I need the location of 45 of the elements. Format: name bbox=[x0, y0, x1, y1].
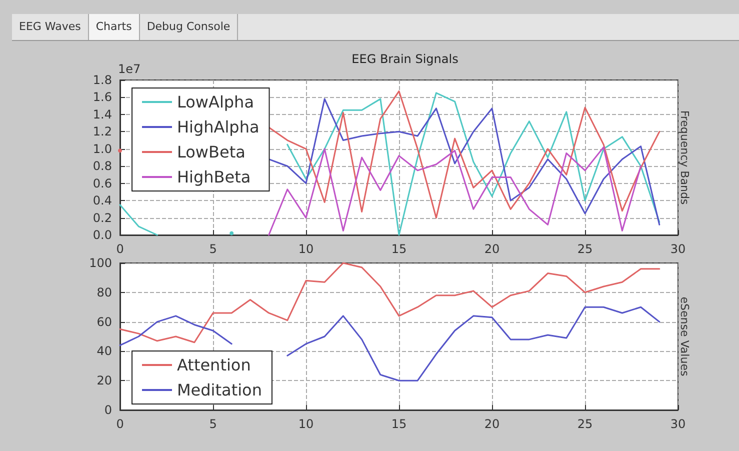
x-tick-label: 0 bbox=[116, 417, 124, 431]
y-tick-label: 60 bbox=[96, 314, 112, 329]
x-tick-label: 5 bbox=[209, 417, 217, 431]
y-tick-label: 0.2 bbox=[92, 210, 112, 225]
text: EEG Waves bbox=[12, 14, 89, 40]
x-tick-label: 30 bbox=[670, 242, 686, 256]
y-tick-label: 0 bbox=[104, 403, 112, 417]
y-tick-label: 20 bbox=[96, 374, 112, 388]
x-tick-label: 20 bbox=[484, 242, 500, 256]
y-axis-title: eSense Values bbox=[678, 296, 691, 376]
line-series bbox=[119, 262, 660, 344]
y-tick-label: 0.8 bbox=[92, 159, 112, 174]
x-tick-label: 15 bbox=[391, 417, 407, 431]
x-tick-label: 10 bbox=[298, 417, 314, 431]
legend-label: HighAlpha bbox=[177, 118, 260, 136]
legend-label: LowAlpha bbox=[177, 92, 254, 112]
x-tick-label: 25 bbox=[577, 417, 593, 431]
x-tick-label: 25 bbox=[577, 242, 593, 256]
text: 1e7 bbox=[118, 62, 141, 76]
legend-label: HighBeta bbox=[177, 168, 251, 186]
y-tick-label: 40 bbox=[96, 344, 112, 358]
y-tick-label: 80 bbox=[96, 285, 112, 300]
y-tick-label: 1.2 bbox=[92, 124, 112, 139]
y-tick-label: 1.8 bbox=[92, 73, 112, 87]
y-tick-label: 0.4 bbox=[92, 194, 112, 208]
x-tick-label: 5 bbox=[209, 242, 217, 256]
line-series bbox=[268, 146, 642, 236]
x-tick-label: 20 bbox=[484, 417, 500, 431]
y-tick-label: 0.6 bbox=[92, 176, 112, 190]
legend-label: Attention bbox=[177, 356, 251, 374]
legend-label: Meditation bbox=[177, 380, 262, 400]
legend-label: LowBeta bbox=[177, 142, 246, 162]
y-tick-label: 1.4 bbox=[92, 107, 112, 122]
y-tick-label: 100 bbox=[89, 256, 112, 270]
y-axis-title: Frequency Bands bbox=[678, 110, 691, 205]
x-tick-label: 0 bbox=[116, 242, 124, 256]
y-tick-label: 0.0 bbox=[92, 228, 112, 242]
y-tick-label: 1.0 bbox=[92, 142, 112, 156]
text: Charts bbox=[88, 14, 140, 40]
chart-title: EEG Brain Signals bbox=[352, 52, 458, 66]
x-tick-label: 10 bbox=[298, 242, 314, 256]
x-tick-label: 15 bbox=[391, 242, 407, 256]
text: Debug Console bbox=[140, 14, 238, 40]
x-tick-label: 30 bbox=[670, 417, 686, 431]
y-tick-label: 1.6 bbox=[92, 90, 112, 104]
